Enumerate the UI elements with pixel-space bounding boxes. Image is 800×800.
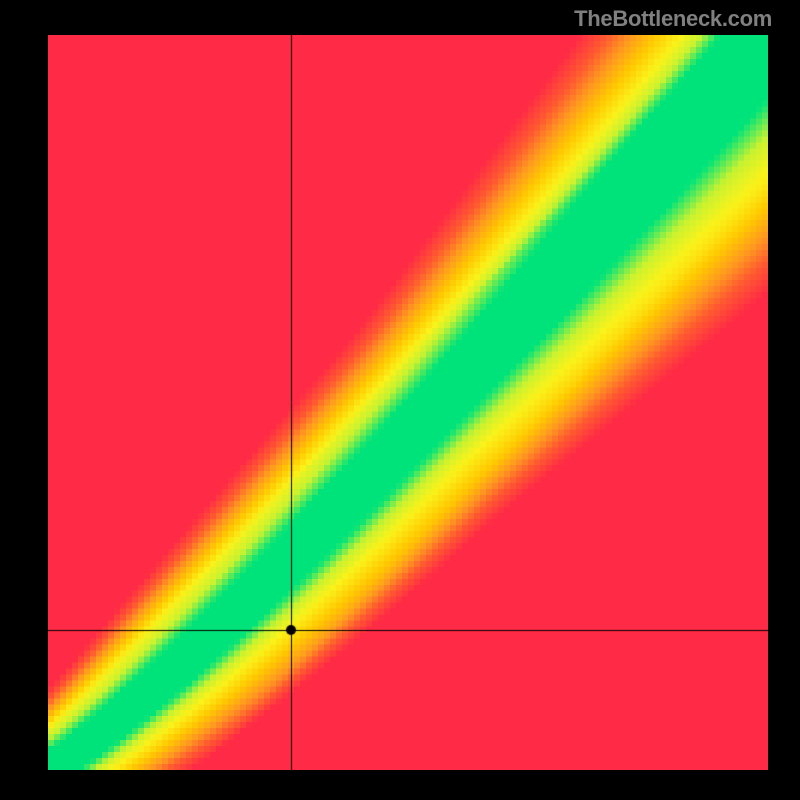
crosshair-overlay xyxy=(48,35,768,770)
watermark-text: TheBottleneck.com xyxy=(574,6,772,32)
